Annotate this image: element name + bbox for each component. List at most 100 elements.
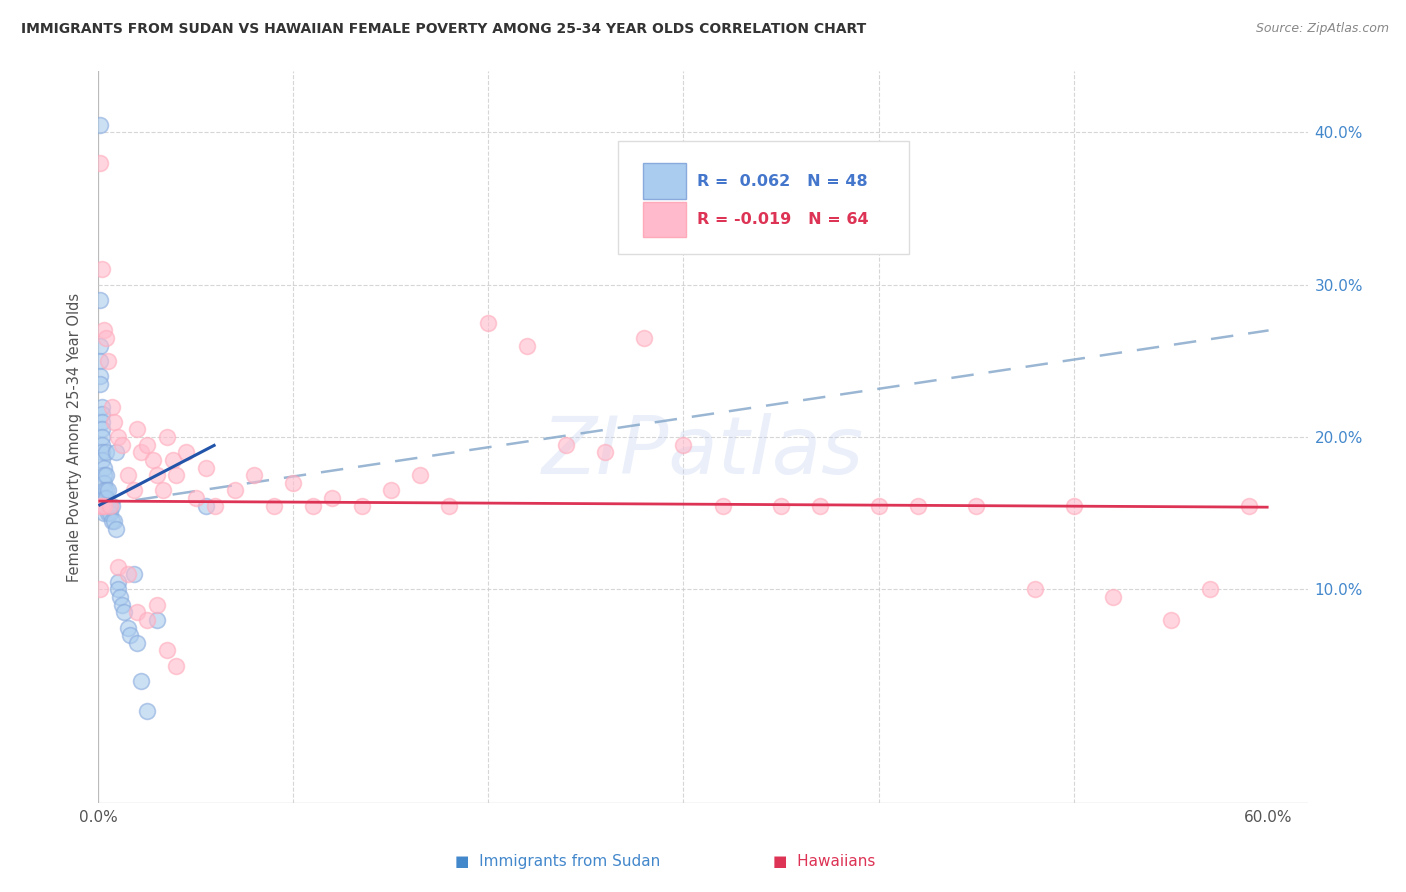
Point: [302, 499, 325, 513]
Point: [146, 468, 169, 483]
Point: [184, 491, 207, 505]
Y-axis label: Female Poverty Among 25-34 Year Olds: Female Poverty Among 25-34 Year Olds: [67, 293, 83, 582]
Point: [117, 468, 139, 483]
Point: [1024, 582, 1046, 597]
Point: [409, 468, 432, 483]
Point: [127, 636, 149, 650]
Point: [868, 499, 890, 513]
Point: [1063, 499, 1085, 513]
Point: [93, 499, 115, 513]
Point: [93, 475, 115, 490]
Point: [101, 499, 124, 513]
Point: [89, 369, 111, 384]
Point: [152, 483, 174, 498]
Point: [127, 422, 149, 436]
Point: [103, 415, 125, 429]
Point: [131, 445, 153, 459]
Point: [91, 453, 114, 467]
Point: [672, 438, 695, 452]
Point: [1101, 590, 1123, 604]
Point: [156, 430, 179, 444]
Point: [711, 499, 734, 513]
Point: [96, 491, 118, 505]
FancyBboxPatch shape: [643, 202, 686, 237]
Point: [165, 468, 187, 483]
Point: [89, 499, 111, 513]
Point: [477, 316, 499, 330]
Point: [146, 613, 169, 627]
Point: [122, 567, 145, 582]
Point: [1237, 499, 1260, 513]
Point: [204, 499, 226, 513]
Point: [107, 574, 129, 589]
Point: [89, 338, 111, 352]
Point: [107, 430, 129, 444]
Point: [595, 445, 617, 459]
Point: [131, 673, 153, 688]
Point: [91, 445, 114, 459]
Point: [111, 598, 134, 612]
Point: [965, 499, 987, 513]
Point: [96, 445, 118, 459]
Point: [91, 407, 114, 421]
Point: [165, 658, 187, 673]
Text: R =  0.062   N = 48: R = 0.062 N = 48: [697, 174, 868, 188]
Point: [107, 582, 129, 597]
Point: [516, 338, 538, 352]
Point: [93, 491, 115, 505]
Point: [89, 376, 111, 391]
Point: [103, 514, 125, 528]
Point: [97, 506, 120, 520]
Point: [101, 514, 124, 528]
Point: [101, 400, 124, 414]
Point: [146, 598, 169, 612]
Point: [194, 499, 217, 513]
Point: [96, 483, 118, 498]
Point: [380, 483, 402, 498]
Point: [1199, 582, 1222, 597]
Point: [439, 499, 461, 513]
Point: [104, 521, 127, 535]
Point: [907, 499, 929, 513]
Point: [91, 438, 114, 452]
Point: [91, 400, 114, 414]
Point: [98, 499, 121, 513]
Point: [243, 468, 266, 483]
Text: ■  Hawaiians: ■ Hawaiians: [773, 854, 875, 869]
Point: [89, 293, 111, 307]
Point: [350, 499, 373, 513]
Point: [136, 438, 159, 452]
Point: [97, 483, 120, 498]
Point: [555, 438, 578, 452]
Point: [156, 643, 179, 657]
Point: [111, 438, 134, 452]
Point: [91, 415, 114, 429]
Point: [122, 483, 145, 498]
Point: [1160, 613, 1182, 627]
Point: [89, 582, 111, 597]
Text: Source: ZipAtlas.com: Source: ZipAtlas.com: [1256, 22, 1389, 36]
Point: [93, 506, 115, 520]
Point: [93, 468, 115, 483]
Point: [89, 118, 111, 132]
Text: IMMIGRANTS FROM SUDAN VS HAWAIIAN FEMALE POVERTY AMONG 25-34 YEAR OLDS CORRELATI: IMMIGRANTS FROM SUDAN VS HAWAIIAN FEMALE…: [21, 22, 866, 37]
Point: [98, 499, 121, 513]
Point: [98, 506, 121, 520]
Point: [263, 499, 285, 513]
Point: [112, 605, 135, 619]
Point: [93, 460, 115, 475]
FancyBboxPatch shape: [643, 162, 686, 199]
Point: [117, 567, 139, 582]
Point: [136, 613, 159, 627]
Point: [91, 422, 114, 436]
Point: [93, 483, 115, 498]
Point: [808, 499, 831, 513]
Point: [162, 453, 184, 467]
Point: [118, 628, 141, 642]
Point: [93, 499, 115, 513]
Text: R = -0.019   N = 64: R = -0.019 N = 64: [697, 211, 869, 227]
Text: ZIPatlas: ZIPatlas: [541, 413, 865, 491]
Point: [93, 323, 115, 337]
Point: [142, 453, 165, 467]
Point: [283, 475, 305, 490]
